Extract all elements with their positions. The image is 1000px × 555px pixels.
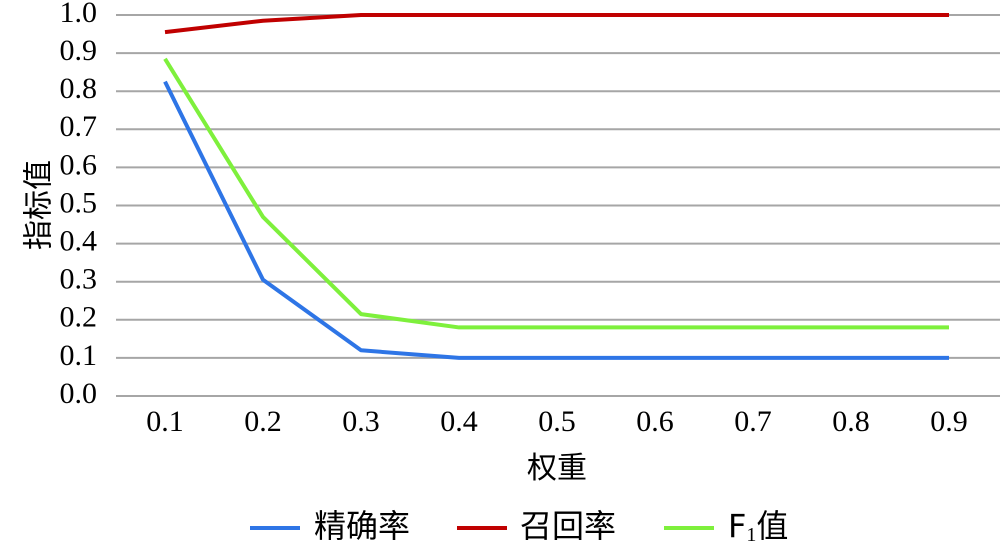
legend-label-text: F [728,507,746,545]
legend-label: F1值 [728,507,788,546]
y-tick-label: 0.6 [60,148,98,181]
x-tick-label: 0.6 [636,405,674,438]
x-tick-label: 0.5 [538,405,576,438]
legend: 精确率 召回率 F1值 [250,507,788,546]
x-tick-label: 0.7 [734,405,772,438]
x-axis-tick-labels: 0.1 0.2 0.3 0.4 0.5 0.6 0.7 0.8 0.9 [146,405,968,438]
x-tick-label: 0.1 [146,405,184,438]
x-tick-label: 0.3 [342,405,380,438]
series-lines [163,13,950,360]
y-tick-label: 0.5 [60,186,98,219]
y-tick-label: 0.0 [60,377,98,410]
y-tick-label: 1.0 [60,0,98,29]
legend-label: 召回率 [520,507,616,545]
x-axis-title: 权重 [527,451,587,486]
y-tick-label: 0.4 [60,224,98,257]
x-tick-label: 0.9 [930,405,968,438]
x-tick-label: 0.4 [440,405,478,438]
gridlines [116,14,1000,397]
series-line-3 [163,57,949,330]
y-tick-label: 0.2 [60,301,98,334]
series-line-1 [163,80,949,360]
series-line-2 [164,13,949,35]
y-axis-title: 指标值 [22,160,57,250]
legend-label-text: 召回率 [520,507,616,545]
legend-label-suffix: 值 [756,507,788,545]
x-tick-label: 0.8 [832,405,870,438]
y-tick-label: 0.8 [60,72,98,105]
y-tick-label: 0.9 [60,34,98,67]
y-tick-label: 0.3 [60,263,98,296]
legend-label: 精确率 [314,507,410,545]
y-tick-label: 0.1 [60,339,98,372]
y-axis-tick-labels: 0.0 0.1 0.2 0.3 0.4 0.5 0.6 0.7 0.8 0.9 1.0 [60,0,98,410]
legend-label-subscript: 1 [746,524,756,546]
legend-label-text: 精确率 [314,507,410,545]
x-tick-label: 0.2 [244,405,282,438]
y-tick-label: 0.7 [60,110,98,143]
